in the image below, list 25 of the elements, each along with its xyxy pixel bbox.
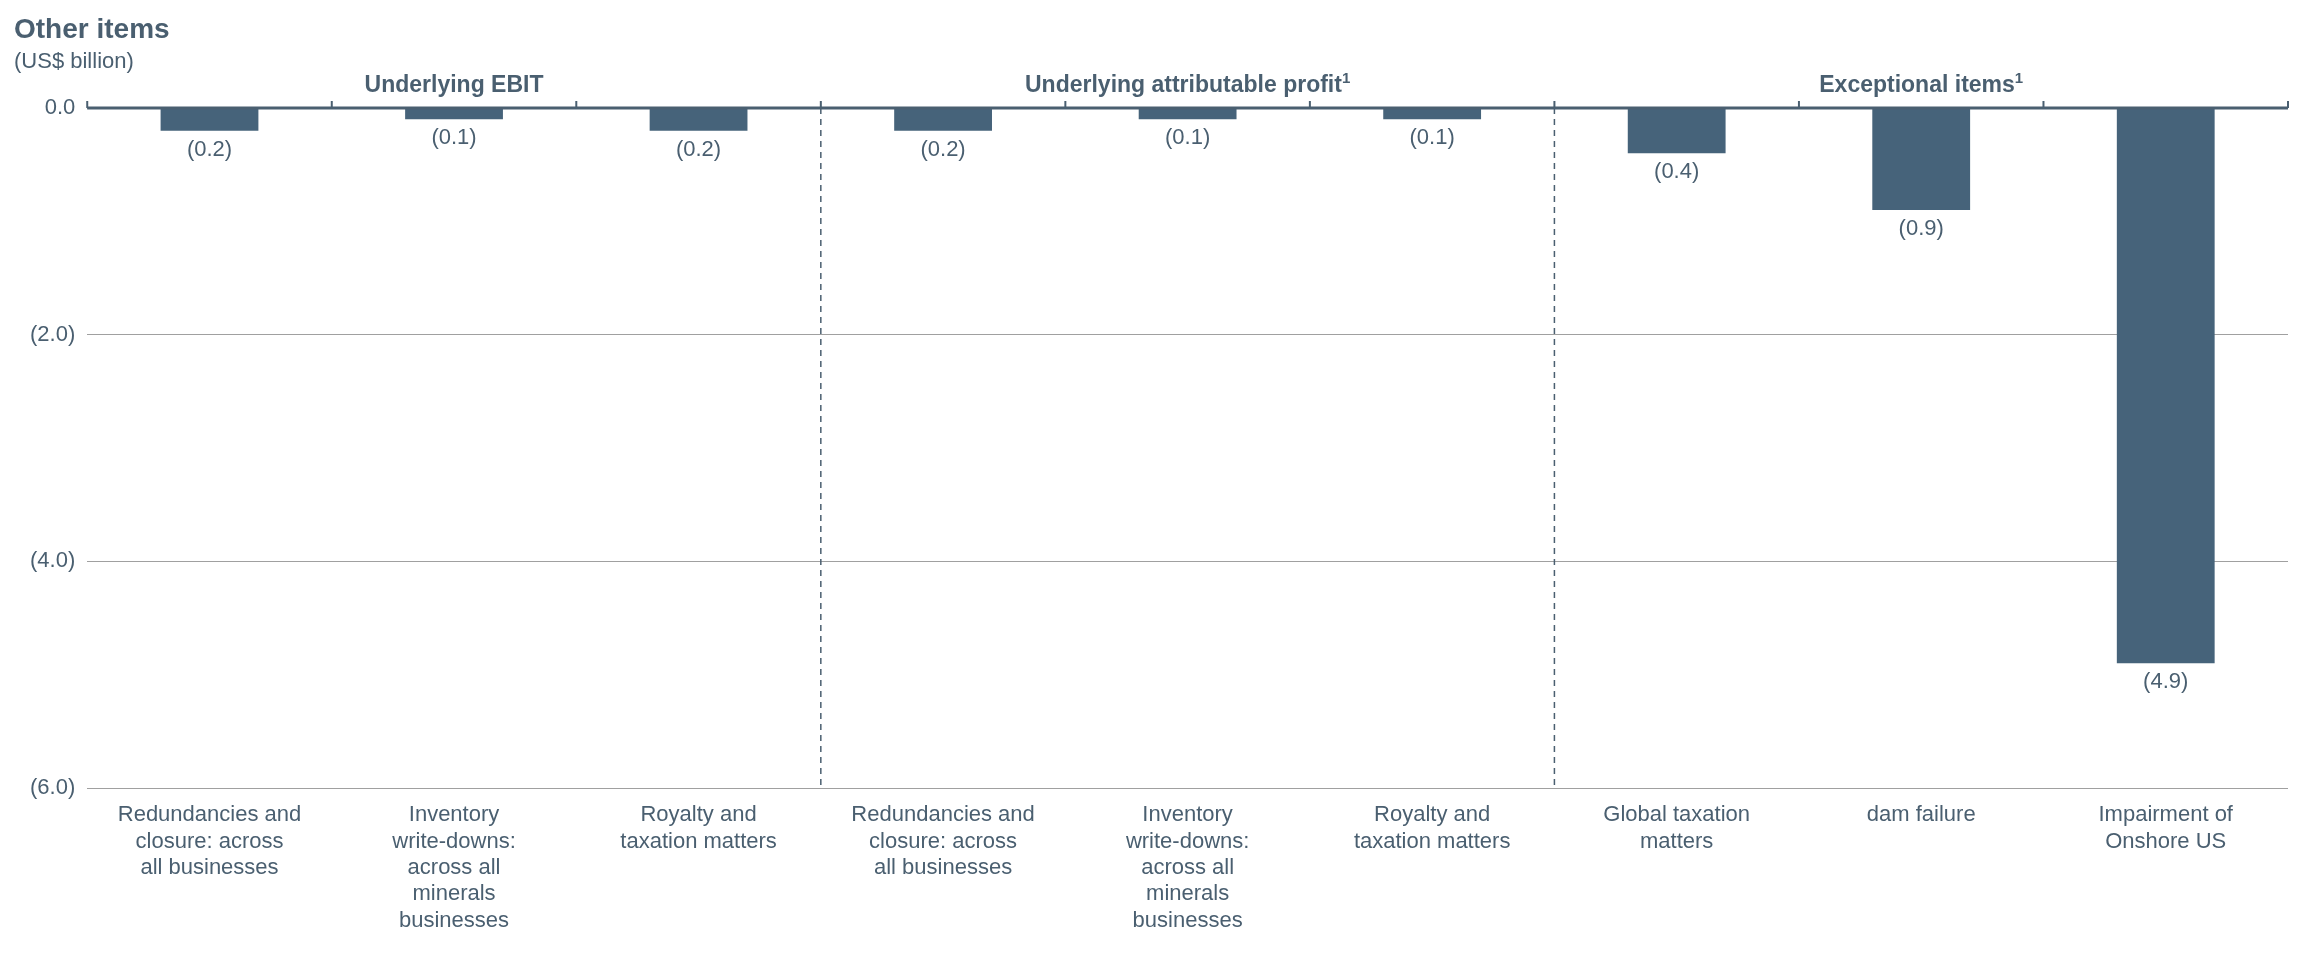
x-tick-label: Redundancies and closure: across all businesses	[851, 801, 1035, 880]
x-tick-label: Royalty and taxation matters	[620, 801, 777, 853]
text: Underlying EBIT	[364, 71, 544, 97]
x-tick-label: dam failure	[1866, 801, 1976, 827]
y-tick-label: (2.0)	[29, 320, 76, 346]
data-label: (0.1)	[1409, 124, 1455, 150]
chart-title: Other items	[14, 13, 170, 44]
data-label: (4.9)	[2143, 668, 2189, 694]
x-tick-label: Inventory write-downs: across all minerals businesses	[1124, 801, 1250, 932]
y-tick-label: (4.0)	[29, 547, 76, 573]
x-tick-label: Global taxation matters	[1603, 801, 1751, 853]
x-tick-label: Royalty and taxation matters	[1353, 801, 1511, 853]
y-tick-label: (6.0)	[29, 774, 76, 800]
data-label: (0.4)	[1654, 158, 1700, 184]
x-tick-label: Redundancies and closure: across all businesses	[117, 801, 302, 880]
data-label: (0.1)	[431, 124, 477, 150]
x-tick-label: Impairment of Onshore US	[2098, 801, 2234, 853]
chart-subtitle: (US$ billion)	[14, 48, 134, 73]
data-label: (0.9)	[1898, 215, 1944, 241]
data-label: (0.1)	[1164, 124, 1211, 150]
x-tick-label: Inventory write-downs: across all minerals businesses	[391, 801, 516, 932]
data-label: (0.2)	[675, 135, 722, 161]
y-tick-label: 0.0	[44, 94, 76, 120]
data-label: (0.2)	[186, 135, 233, 161]
data-label: (0.2)	[920, 135, 966, 161]
